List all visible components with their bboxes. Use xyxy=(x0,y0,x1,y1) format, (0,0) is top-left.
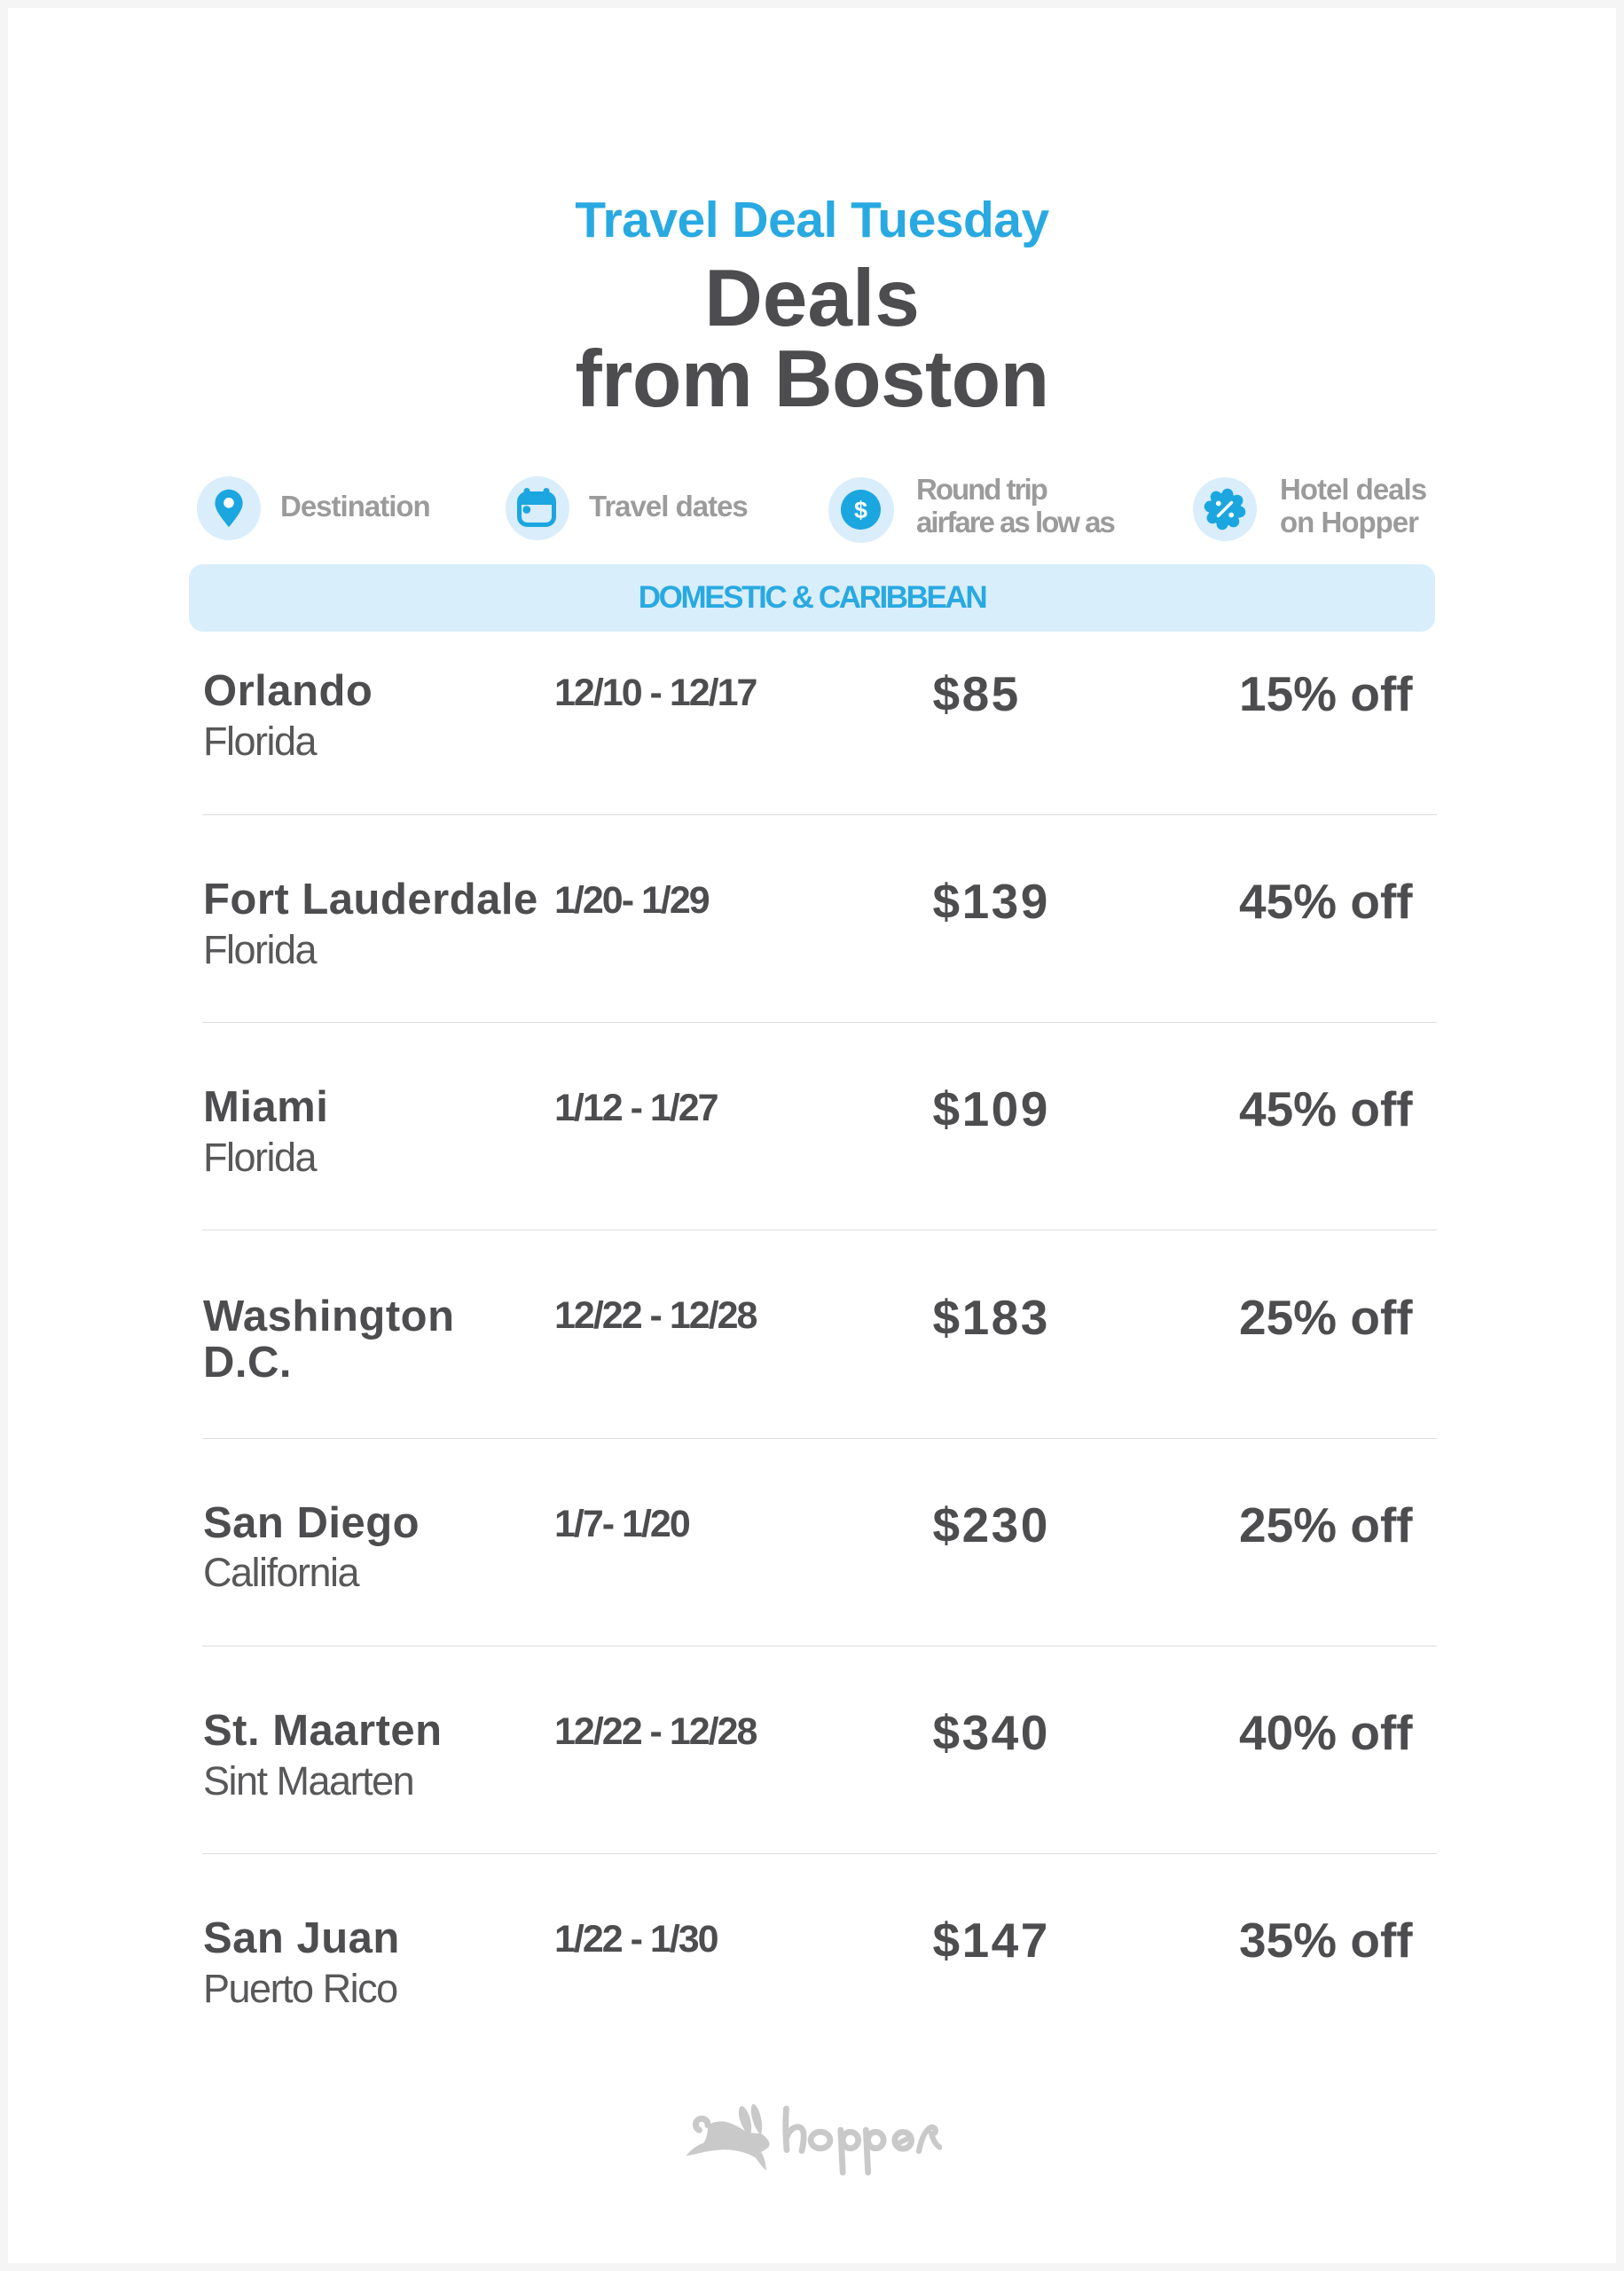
svg-text:$: $ xyxy=(854,497,867,523)
